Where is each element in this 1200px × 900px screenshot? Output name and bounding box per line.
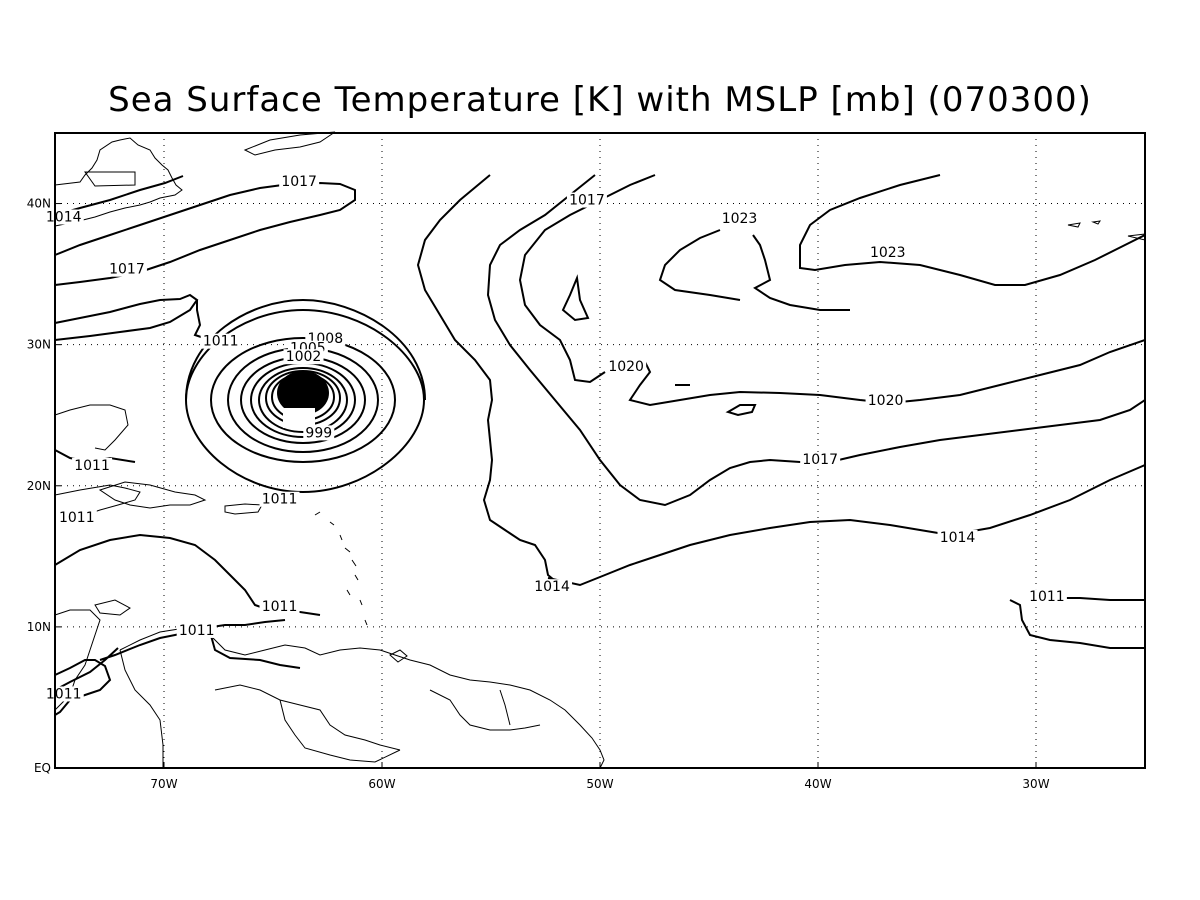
contour-label: 1002: [286, 349, 322, 365]
contour-label: 1017: [281, 174, 317, 190]
contour-label-bg: [937, 529, 978, 545]
contour-label: 1011: [59, 510, 95, 526]
isobar-1023-west: [658, 229, 850, 311]
contour-label: 1011: [262, 599, 298, 615]
hurricane-label-gap: [283, 408, 315, 428]
coastline-trinidad: [389, 649, 408, 663]
contour-label: 1014: [534, 579, 570, 595]
contour-label-bg: [176, 622, 217, 638]
isobar-1023-east: [799, 174, 1146, 286]
isobar-ring-1: [210, 337, 396, 463]
contour-label-bg: [867, 244, 908, 260]
contour-label: 1011: [46, 686, 82, 702]
contour-label: 1011: [262, 492, 298, 508]
hurricane-eye-core: [277, 371, 329, 415]
contour-label-bg: [259, 598, 300, 614]
plot-frame: [54, 132, 1146, 769]
contour-label-bg: [259, 491, 300, 507]
contour-label-bg: [606, 359, 647, 375]
contour-label-bg: [719, 210, 760, 226]
contour-label-bg: [200, 333, 241, 349]
chart-title: Sea Surface Temperature [K] with MSLP [m…: [108, 80, 1092, 120]
isobar-1011-caribbean: [54, 449, 321, 616]
contour-label-bg: [106, 261, 147, 277]
contour-label: 999: [305, 425, 332, 441]
axis-ticks: 70W 60W 50W 40W 30W EQ 10N 20N 30N 40N: [27, 197, 1050, 791]
isobar-1011-east: [1009, 597, 1145, 649]
coastline-florida: [54, 404, 129, 451]
contour-label-bg: [56, 510, 97, 526]
contour-label-bg: [865, 392, 906, 408]
contour-label: 1017: [569, 193, 605, 209]
isobar-1014-north: [54, 175, 184, 216]
isobar-1017-mid: [416, 174, 561, 586]
coastline-south-america: [119, 627, 605, 769]
contour-label: 1017: [109, 262, 145, 278]
y-tick-label: 40N: [27, 197, 51, 211]
coastline-hispaniola: [98, 481, 207, 509]
y-tick-label: 20N: [27, 479, 51, 493]
contour-label-bg: [1026, 589, 1067, 605]
isobar-ring-5: [258, 367, 348, 433]
contour-label-bg: [800, 452, 841, 468]
contour-label-bg: [43, 686, 84, 702]
coastline-lesser-antilles: [314, 511, 368, 626]
grid-lines: [55, 133, 1145, 768]
contour-label-bg: [43, 209, 84, 225]
isobar-1017-lower: [54, 293, 199, 341]
contour-label: 1014: [46, 209, 82, 225]
isobar-1023-loop: [561, 274, 590, 322]
contour-label-bg: [72, 457, 113, 473]
isobar-1017-inner: [486, 174, 1146, 507]
coastline-nova-scotia: [243, 131, 336, 156]
contour-label: 1011: [74, 458, 110, 474]
x-tick-label: 40W: [804, 777, 831, 791]
coastline-us-border: [84, 171, 136, 187]
isobar-1011-north: [193, 300, 211, 341]
x-tick-label: 70W: [150, 777, 177, 791]
contour-label: 1023: [722, 211, 758, 227]
coastline-jamaica: [94, 599, 131, 616]
contour-label: 1017: [802, 452, 838, 468]
coastline-atlantic-isle: [1067, 220, 1146, 241]
isobar-1014-south: [547, 464, 1146, 587]
x-tick-label: 50W: [586, 777, 613, 791]
contour-label: 1020: [868, 393, 904, 409]
isobar-1020-loop: [725, 404, 757, 417]
pressure-contours: [54, 174, 1146, 716]
contour-label-bg: [303, 425, 335, 441]
y-tick-label: EQ: [34, 761, 51, 775]
isobar-1020-east: [628, 339, 1146, 407]
coastline-us-northeast: [54, 137, 183, 227]
coastlines: [54, 131, 1146, 769]
contour-label: 1014: [940, 530, 976, 546]
contour-label-bg: [566, 192, 607, 208]
x-tick-label: 60W: [368, 777, 395, 791]
coastline-puerto-rico: [224, 503, 263, 515]
isobar-1011-gulf: [54, 659, 112, 716]
isobar-1017-north-west: [54, 181, 356, 286]
y-tick-label: 30N: [27, 338, 51, 352]
contour-label-bg: [279, 174, 320, 190]
contour-label-bg: [532, 579, 573, 595]
contour-label: 1020: [608, 359, 644, 375]
x-tick-label: 30W: [1022, 777, 1049, 791]
contour-label: 1011: [1029, 589, 1065, 605]
contour-label: 1011: [179, 623, 215, 639]
contour-label-bg: [283, 349, 324, 365]
y-tick-label: 10N: [27, 620, 51, 634]
coastline-venezuela-interior: [214, 684, 541, 763]
contour-label: 1023: [870, 245, 906, 261]
contour-label: 1011: [203, 334, 239, 350]
isobar-1011-hurricane: [185, 298, 426, 401]
